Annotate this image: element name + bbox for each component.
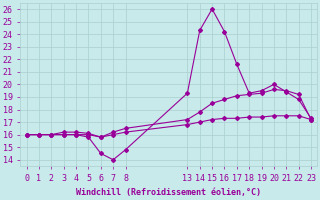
X-axis label: Windchill (Refroidissement éolien,°C): Windchill (Refroidissement éolien,°C): [76, 188, 261, 197]
